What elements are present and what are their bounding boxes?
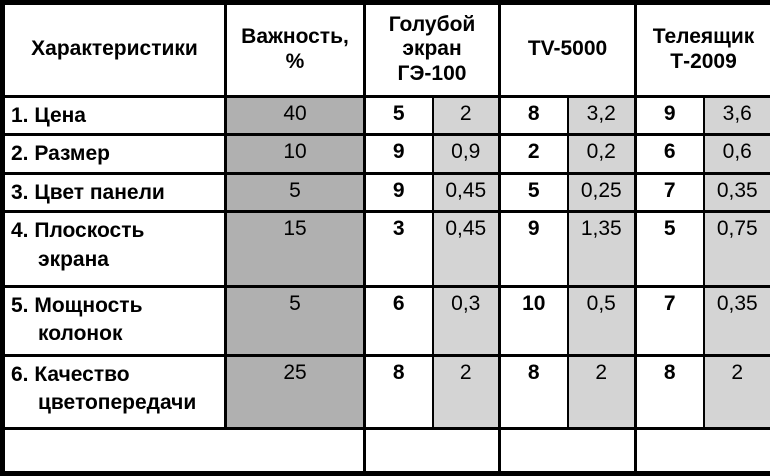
- cell-weighted: 2: [702, 353, 770, 431]
- table-row-speaker-power: 5. Мощность колонок 5 6 0,3 10 0,5 7 0,3…: [1, 284, 770, 357]
- header-product-tv5000: TV-5000: [497, 1, 638, 98]
- cell-importance: 5: [224, 284, 366, 357]
- cell-score: 8: [498, 353, 569, 431]
- table-row-price: 1. Цена 40 5 2 8 3,2 9 3,6: [1, 94, 770, 137]
- table-row-size: 2. Размер 10 9 0,9 2 0,2 6 0,6: [1, 133, 770, 176]
- cell-score: 9: [363, 172, 434, 214]
- footer-cell-t2009: [634, 427, 770, 475]
- footer-cell-label: [1, 427, 366, 475]
- cell-score: 5: [634, 210, 705, 288]
- cell-label: 5. Мощность колонок: [1, 284, 227, 357]
- cell-importance: 40: [224, 94, 366, 137]
- cell-weighted: 2: [566, 353, 638, 431]
- cell-weighted: 3,6: [702, 94, 770, 137]
- footer-cell-tv5000: [497, 427, 638, 475]
- cell-importance: 15: [224, 210, 366, 288]
- footer-row: [1, 427, 770, 475]
- cell-weighted: 0,2: [566, 133, 638, 176]
- cell-score: 8: [498, 94, 569, 137]
- cell-weighted: 0,3: [431, 284, 501, 357]
- cell-weighted: 0,25: [566, 172, 638, 214]
- cell-score: 5: [498, 172, 569, 214]
- cell-score: 2: [498, 133, 569, 176]
- header-product-t2009: Телеящик Т-2009: [634, 1, 770, 98]
- cell-weighted: 0,9: [431, 133, 501, 176]
- cell-weighted: 0,6: [702, 133, 770, 176]
- cell-weighted: 0,5: [566, 284, 638, 357]
- header-importance: Важность, %: [224, 1, 366, 98]
- cell-label: 1. Цена: [1, 94, 227, 137]
- cell-score: 9: [634, 94, 705, 137]
- table-row-panel-color: 3. Цвет панели 5 9 0,45 5 0,25 7 0,35: [1, 172, 770, 214]
- table-row-screen-flatness: 4. Плоскость экрана 15 3 0,45 9 1,35 5 0…: [1, 210, 770, 288]
- cell-score: 9: [363, 133, 434, 176]
- cell-score: 8: [363, 353, 434, 431]
- footer-cell-ge100: [363, 427, 501, 475]
- cell-weighted: 0,45: [431, 210, 501, 288]
- cell-score: 6: [363, 284, 434, 357]
- cell-weighted: 1,35: [566, 210, 638, 288]
- cell-weighted: 0,35: [702, 172, 770, 214]
- cell-label: 3. Цвет панели: [1, 172, 227, 214]
- cell-score: 6: [634, 133, 705, 176]
- cell-importance: 10: [224, 133, 366, 176]
- header-product-ge100: Голубой экран ГЭ-100: [363, 1, 501, 98]
- cell-weighted: 0,45: [431, 172, 501, 214]
- cell-label: 6. Качество цветопередачи: [1, 353, 227, 431]
- header-row: Характеристики Важность, % Голубой экран…: [1, 1, 770, 98]
- cell-weighted: 2: [431, 94, 501, 137]
- table-row-color-quality: 6. Качество цветопередачи 25 8 2 8 2 8 2: [1, 353, 770, 431]
- cell-weighted: 0,35: [702, 284, 770, 357]
- cell-score: 7: [634, 284, 705, 357]
- header-characteristics: Характеристики: [1, 1, 227, 98]
- cell-score: 8: [634, 353, 705, 431]
- cell-importance: 5: [224, 172, 366, 214]
- cell-weighted: 0,75: [702, 210, 770, 288]
- cell-score: 7: [634, 172, 705, 214]
- cell-label: 4. Плоскость экрана: [1, 210, 227, 288]
- cell-score: 10: [498, 284, 569, 357]
- cell-weighted: 3,2: [566, 94, 638, 137]
- cell-score: 5: [363, 94, 434, 137]
- cell-score: 9: [498, 210, 569, 288]
- cell-importance: 25: [224, 353, 366, 431]
- cell-label: 2. Размер: [1, 133, 227, 176]
- cell-score: 3: [363, 210, 434, 288]
- cell-weighted: 2: [431, 353, 501, 431]
